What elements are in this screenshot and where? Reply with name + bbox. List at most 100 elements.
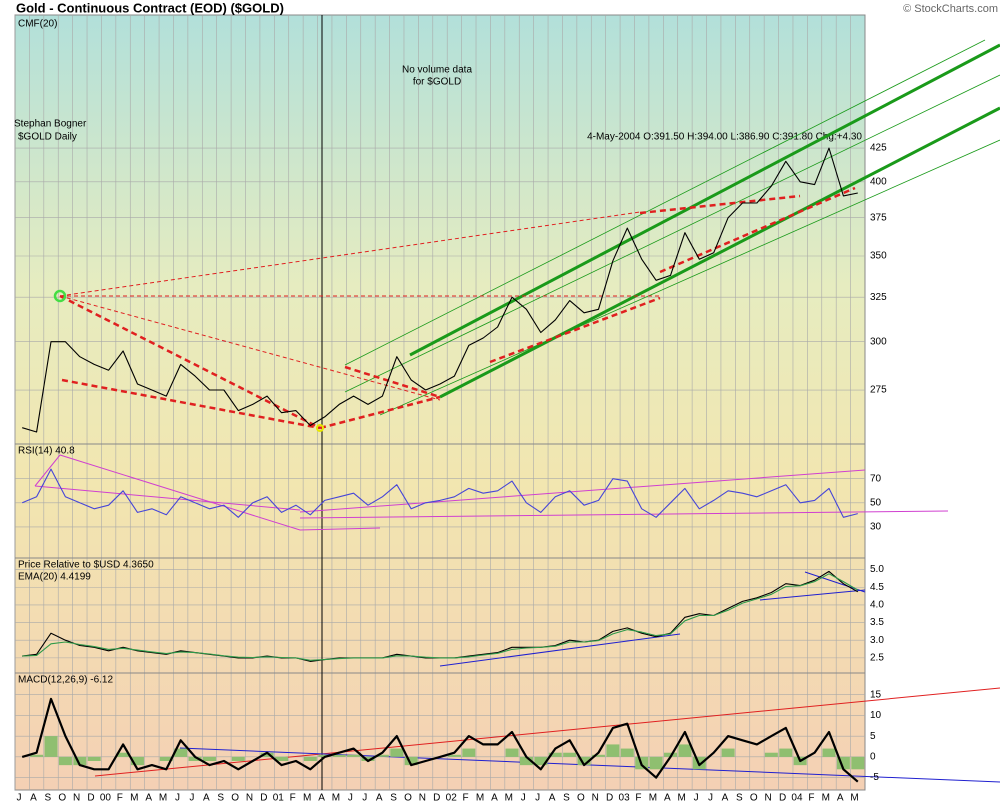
channel-line bbox=[409, 43, 1000, 357]
channel-line bbox=[379, 139, 1000, 416]
x-tick-label: A bbox=[722, 793, 729, 804]
rsi-trend bbox=[34, 454, 381, 531]
trend-dashed bbox=[659, 186, 856, 274]
trend-dashed bbox=[489, 296, 661, 364]
x-tick-label: J bbox=[694, 793, 699, 804]
y-tick-label: 70 bbox=[870, 473, 882, 484]
series-line bbox=[22, 147, 858, 433]
histogram-bar bbox=[548, 752, 562, 757]
pr-trend bbox=[439, 633, 681, 667]
histogram-bar bbox=[303, 756, 317, 761]
histogram-bar bbox=[159, 756, 173, 761]
x-tick-label: M bbox=[332, 793, 340, 804]
y-tick-label: 0 bbox=[870, 751, 876, 762]
x-tick-label: J bbox=[535, 793, 540, 804]
quote: 4-May-2004 O:391.50 H:394.00 L:386.90 C:… bbox=[587, 132, 862, 143]
histogram-bar bbox=[822, 748, 836, 757]
note: for $GOLD bbox=[413, 77, 461, 88]
y-tick-label: 300 bbox=[870, 336, 887, 347]
trendlines bbox=[34, 39, 1000, 783]
histogram-bar bbox=[231, 756, 245, 761]
x-tick-label: D bbox=[87, 793, 94, 804]
histogram-bar bbox=[620, 748, 634, 757]
x-tick-label: 00 bbox=[100, 793, 112, 804]
x-tick-label: M bbox=[505, 793, 513, 804]
histogram-bar bbox=[721, 748, 735, 757]
y-tick-label: 425 bbox=[870, 143, 887, 154]
histogram-bar bbox=[260, 752, 274, 757]
note: No volume data bbox=[402, 65, 472, 76]
histogram-bar bbox=[390, 748, 404, 757]
x-tick-label: N bbox=[765, 793, 772, 804]
x-tick-label: F bbox=[463, 793, 469, 804]
series-line bbox=[21, 697, 859, 783]
histogram-bar bbox=[361, 756, 375, 761]
x-tick-label: M bbox=[130, 793, 138, 804]
x-tick-label: J bbox=[362, 793, 367, 804]
x-tick-label: M bbox=[476, 793, 484, 804]
grid bbox=[14, 15, 865, 790]
x-tick-label: 01 bbox=[273, 793, 285, 804]
x-tick-label: 04 bbox=[791, 793, 803, 804]
x-tick-label: F bbox=[808, 793, 814, 804]
cmf-label: CMF(20) bbox=[18, 19, 57, 30]
y-tick-label: 325 bbox=[870, 292, 887, 303]
macd-trend bbox=[94, 687, 1000, 777]
histogram-bar bbox=[87, 756, 101, 761]
x-tick-label: O bbox=[750, 793, 758, 804]
histogram-bar bbox=[764, 752, 778, 757]
histogram-bar bbox=[577, 756, 591, 766]
x-tick-label: F bbox=[635, 793, 641, 804]
channel-line bbox=[439, 106, 1000, 399]
x-tick-label: M bbox=[850, 793, 858, 804]
x-tick-label: N bbox=[73, 793, 80, 804]
trend-dashed bbox=[344, 365, 441, 399]
plot-background bbox=[14, 14, 866, 791]
histogram-bar bbox=[188, 756, 202, 761]
y-tick-label: 15 bbox=[870, 689, 882, 700]
y-tick-label: 4.5 bbox=[870, 582, 884, 593]
histogram-bar bbox=[116, 752, 130, 757]
x-tick-label: J bbox=[348, 793, 353, 804]
y-tick-label: 2.5 bbox=[870, 653, 884, 664]
marks bbox=[21, 147, 865, 783]
x-tick-label: J bbox=[175, 793, 180, 804]
series-line bbox=[21, 468, 858, 518]
trend-dashed bbox=[59, 295, 441, 401]
histogram-bar bbox=[649, 756, 663, 770]
histogram-bar bbox=[678, 744, 692, 757]
series-line bbox=[22, 573, 859, 661]
y-tick-label: 10 bbox=[870, 710, 882, 721]
legend-label: RSI(14) 40.8 bbox=[18, 446, 75, 457]
x-tick-label: D bbox=[433, 793, 440, 804]
x-tick-label: A bbox=[376, 793, 383, 804]
histogram-bar bbox=[58, 756, 72, 766]
x-tick-label: O bbox=[58, 793, 66, 804]
x-tick-label: F bbox=[290, 793, 296, 804]
x-tick-label: S bbox=[736, 793, 743, 804]
histogram-bar bbox=[332, 754, 346, 757]
histogram-bar bbox=[347, 754, 361, 757]
x-tick-label: J bbox=[189, 793, 194, 804]
author: Stephan Bogner bbox=[14, 119, 87, 130]
x-tick-label: M bbox=[303, 793, 311, 804]
x-tick-label: A bbox=[203, 793, 210, 804]
x-tick-label: D bbox=[260, 793, 267, 804]
histogram-bar bbox=[606, 744, 620, 757]
x-tick-label: M bbox=[822, 793, 830, 804]
x-tick-label: A bbox=[837, 793, 844, 804]
x-tick-label: A bbox=[318, 793, 325, 804]
x-tick-label: O bbox=[231, 793, 239, 804]
x-tick-label: A bbox=[664, 793, 671, 804]
x-tick-label: A bbox=[30, 793, 37, 804]
y-tick-label: 275 bbox=[870, 385, 887, 396]
histogram-bar bbox=[130, 756, 144, 766]
x-tick-label: M bbox=[159, 793, 167, 804]
rsi-trend bbox=[299, 469, 866, 513]
histogram-bar bbox=[375, 754, 389, 757]
x-tick-label: D bbox=[779, 793, 786, 804]
histogram-bar bbox=[534, 756, 548, 766]
histogram-bar bbox=[404, 756, 418, 766]
y-tick-label: 5 bbox=[870, 731, 876, 742]
